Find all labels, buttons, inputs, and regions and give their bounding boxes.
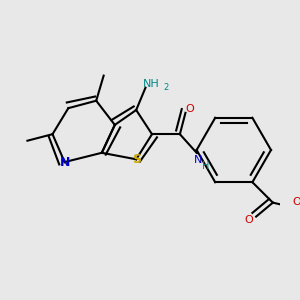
Text: S: S [132, 153, 141, 166]
Text: 2: 2 [163, 83, 169, 92]
Text: H: H [202, 161, 210, 171]
Text: O: O [186, 104, 194, 114]
Text: O: O [244, 215, 253, 225]
Text: N: N [59, 156, 70, 169]
Text: NH: NH [143, 79, 159, 89]
Text: O: O [292, 197, 300, 207]
Text: N: N [194, 155, 203, 165]
